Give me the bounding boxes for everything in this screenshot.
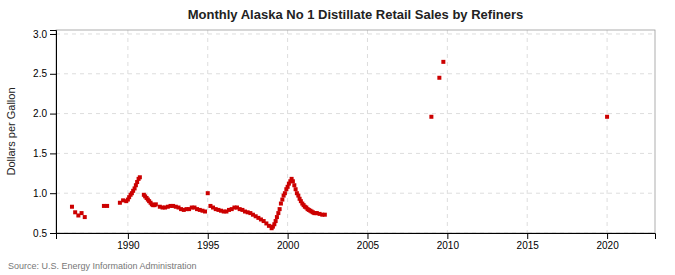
y-tick-label: 2.0 <box>33 108 47 119</box>
point <box>274 219 278 223</box>
x-tick-mark <box>128 233 129 239</box>
y-tick: 1.5 <box>33 148 56 159</box>
point <box>429 115 433 119</box>
point <box>275 215 279 219</box>
x-tick-mark <box>527 233 528 239</box>
y-tick: 0.5 <box>33 228 56 239</box>
x-tick-label: 1995 <box>197 240 220 251</box>
y-tick-label: 1.5 <box>33 148 47 159</box>
x-tick: 2000 <box>277 233 300 251</box>
point <box>154 202 158 206</box>
point <box>206 191 210 195</box>
grid-line-x <box>287 30 288 233</box>
y-tick: 1.0 <box>33 188 56 199</box>
grid-line-y <box>56 73 655 74</box>
grid-line-y <box>56 33 655 34</box>
title: Monthly Alaska No 1 Distillate Retail Sa… <box>188 7 523 22</box>
points <box>70 60 609 230</box>
y-axis-line <box>50 31 57 234</box>
grid-line-x <box>447 30 448 233</box>
x-tick-label: 2005 <box>357 240 380 251</box>
grid-line-y <box>56 113 655 114</box>
y-tick: 3.0 <box>33 29 56 40</box>
point <box>70 205 74 209</box>
y-tick-mark <box>50 193 56 194</box>
point <box>280 198 284 202</box>
x-tick-label: 2020 <box>596 240 619 251</box>
x-tick-label: 2015 <box>517 240 540 251</box>
x-tick-mark <box>288 233 289 239</box>
point <box>294 187 298 191</box>
y-tick-mark <box>50 114 56 115</box>
plot-frame <box>56 30 655 233</box>
point <box>105 204 109 208</box>
y-tick-label: 3.0 <box>33 29 47 40</box>
x-tick-mark <box>208 233 209 239</box>
x-tick-mark <box>447 233 448 239</box>
chart: 1990 1995 2000 2005 2010 2015 2020 0.5 1.0 1.5 2.0… <box>0 0 675 275</box>
x-tick: 2005 <box>357 233 380 251</box>
y-tick-label: 1.0 <box>33 188 47 199</box>
x-tick: 1995 <box>197 233 220 251</box>
y-axis: 0.5 1.0 1.5 2.0 2.5 3.0 <box>33 29 56 239</box>
grid-line-x <box>367 30 368 233</box>
point <box>292 183 296 187</box>
x-tick: 2020 <box>596 233 619 251</box>
y-tick: 2.0 <box>33 108 56 119</box>
y-tick-mark <box>50 74 56 75</box>
point <box>323 213 327 217</box>
point <box>437 76 441 80</box>
x-tick-label: 1990 <box>117 240 140 251</box>
x-axis: 1990 1995 2000 2005 2010 2015 2020 <box>57 233 656 251</box>
y-tick-label: 2.5 <box>33 68 47 79</box>
x-tick-mark <box>367 233 368 239</box>
grid-line-x <box>607 30 608 233</box>
point <box>441 60 445 64</box>
y-tick-mark <box>50 153 56 154</box>
point <box>203 210 207 214</box>
x-tick: 2015 <box>517 233 540 251</box>
x-tick-label: 2000 <box>277 240 300 251</box>
point <box>138 175 142 179</box>
grid <box>56 30 655 233</box>
x-tick-label: 2010 <box>437 240 460 251</box>
y-tick-mark <box>50 34 56 35</box>
grid-line-y <box>56 153 655 154</box>
point <box>83 215 87 219</box>
grid-line-x <box>207 30 208 233</box>
y-tick-label: 0.5 <box>33 228 47 239</box>
x-axis-line <box>57 234 656 240</box>
point <box>80 211 84 215</box>
point <box>291 179 295 183</box>
point <box>276 211 280 215</box>
source-note: Source: U.S. Energy Information Administ… <box>8 261 197 271</box>
point <box>283 191 287 195</box>
plot-area: 1990 1995 2000 2005 2010 2015 2020 0.5 1.0 1.5 2.0… <box>33 29 655 251</box>
grid-line-x <box>527 30 528 233</box>
point <box>279 202 283 206</box>
y-tick: 2.5 <box>33 68 56 79</box>
x-tick: 2010 <box>437 233 460 251</box>
x-tick-mark <box>607 233 608 239</box>
point <box>278 207 282 211</box>
point <box>605 115 609 119</box>
y-tick-mark <box>50 233 56 234</box>
x-tick: 1990 <box>117 233 140 251</box>
y-axis-title: Dollars per Gallon <box>5 87 17 175</box>
